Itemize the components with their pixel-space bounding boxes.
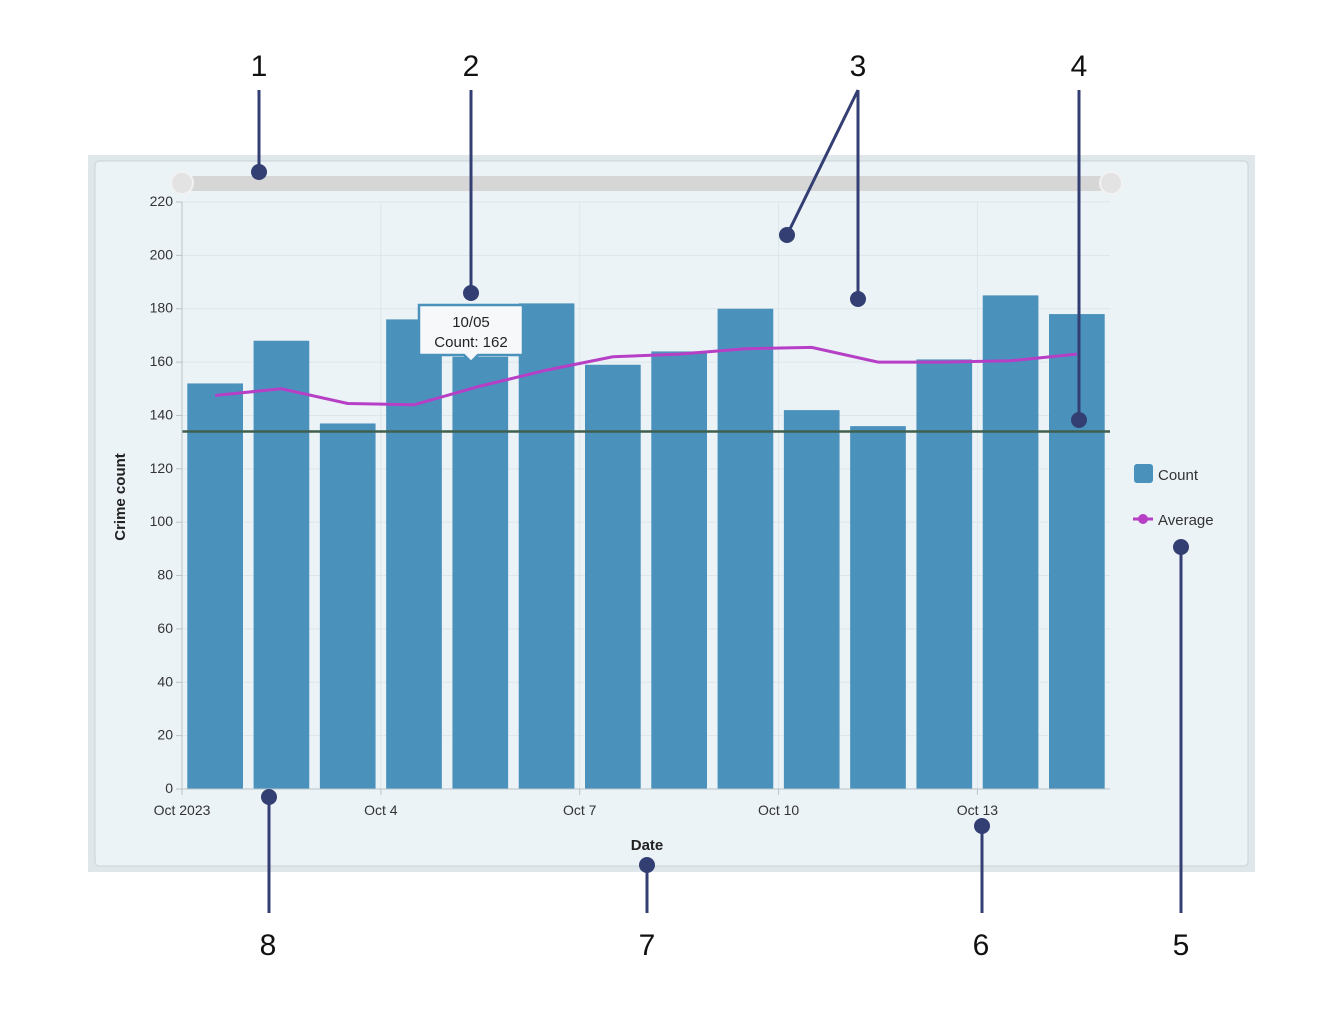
callout-2: 2 — [463, 50, 480, 301]
callout-4: 4 — [1071, 50, 1088, 428]
y-tick-label: 200 — [150, 246, 174, 262]
legend-count-label: Count — [1158, 467, 1199, 484]
x-axis-ticks: Oct 2023 Oct 4 Oct 7 Oct 10 Oct 13 — [154, 789, 998, 818]
callout-dot — [850, 291, 866, 307]
callout-number: 8 — [260, 929, 277, 962]
callout-dot — [1173, 539, 1189, 555]
callout-8: 8 — [260, 789, 277, 962]
y-tick-label: 60 — [157, 620, 173, 636]
callout-5: 5 — [1173, 539, 1190, 962]
legend-count-swatch — [1134, 464, 1153, 483]
callout-dot — [639, 857, 655, 873]
range-slider-right-handle[interactable] — [1099, 171, 1123, 195]
callout-number: 5 — [1173, 929, 1190, 962]
bar-oct-2[interactable] — [253, 340, 310, 789]
callout-leader-line — [785, 89, 860, 236]
bar-oct-4[interactable] — [386, 319, 442, 789]
callouts: 1 2 3 4 5 6 7 8 — [251, 50, 1190, 962]
y-tick-label: 140 — [150, 406, 174, 422]
bar-oct-14[interactable] — [1049, 314, 1105, 789]
y-tick-label: 160 — [150, 353, 174, 369]
callout-number: 6 — [973, 929, 990, 962]
callout-dot — [251, 164, 267, 180]
y-tick-label: 40 — [157, 673, 173, 689]
range-slider-track[interactable] — [182, 176, 1110, 191]
callout-number: 3 — [850, 50, 867, 83]
callout-dot — [463, 285, 479, 301]
tooltip-count: Count: 162 — [434, 334, 507, 351]
bar-oct-12[interactable] — [916, 359, 973, 789]
callout-number: 2 — [463, 50, 480, 83]
x-tick-label: Oct 4 — [364, 802, 398, 818]
legend: Count Average — [1133, 464, 1214, 529]
y-tick-label: 120 — [150, 460, 174, 476]
average-line — [214, 345, 1078, 407]
y-tick-label: 180 — [150, 300, 174, 316]
bar-oct-7[interactable] — [585, 364, 641, 789]
callout-dot — [779, 227, 795, 243]
tooltip-date: 10/05 — [452, 314, 490, 331]
bar-oct-10[interactable] — [783, 410, 840, 789]
bar-oct-11[interactable] — [850, 426, 906, 789]
callout-number: 7 — [639, 929, 656, 962]
x-tick-label: Oct 7 — [563, 802, 597, 818]
y-tick-label: 0 — [165, 780, 173, 796]
callout-dot — [261, 789, 277, 805]
y-tick-label: 20 — [157, 727, 173, 743]
y-tick-label: 220 — [150, 193, 174, 209]
callout-1: 1 — [251, 50, 268, 180]
bar-oct-9[interactable] — [717, 308, 774, 789]
bar-oct-1[interactable] — [187, 383, 243, 789]
bar-oct-8[interactable] — [651, 351, 707, 789]
callout-3: 3 — [779, 50, 866, 307]
x-tick-label: Oct 13 — [957, 802, 998, 818]
callout-7: 7 — [639, 857, 656, 962]
x-tick-label: Oct 10 — [758, 802, 799, 818]
bar-oct-3[interactable] — [319, 423, 376, 789]
callout-number: 1 — [251, 50, 268, 83]
callout-number: 4 — [1071, 50, 1088, 83]
legend-average-marker-icon — [1138, 514, 1148, 524]
callout-dot — [974, 818, 990, 834]
x-axis-title: Date — [631, 837, 664, 854]
y-tick-label: 80 — [157, 567, 173, 583]
x-tick-label: Oct 2023 — [154, 802, 211, 818]
legend-average-label: Average — [1158, 512, 1214, 529]
y-axis-title: Crime count — [112, 453, 129, 541]
range-slider-left-handle[interactable] — [170, 171, 194, 195]
bar-oct-5[interactable] — [452, 356, 509, 789]
bar-oct-13[interactable] — [982, 295, 1039, 789]
bar-oct-6[interactable] — [518, 303, 575, 789]
callout-6: 6 — [973, 818, 990, 962]
tooltip: 10/05 Count: 162 — [417, 303, 525, 364]
y-tick-label: 100 — [150, 513, 174, 529]
legend-item-count[interactable]: Count — [1134, 464, 1199, 484]
callout-dot — [1071, 412, 1087, 428]
range-slider[interactable] — [170, 171, 1123, 195]
y-axis-ticks: 0 20 40 60 80 100 120 140 160 180 200 220 — [150, 193, 182, 796]
bars — [187, 295, 1105, 789]
legend-item-average[interactable]: Average — [1133, 512, 1214, 529]
